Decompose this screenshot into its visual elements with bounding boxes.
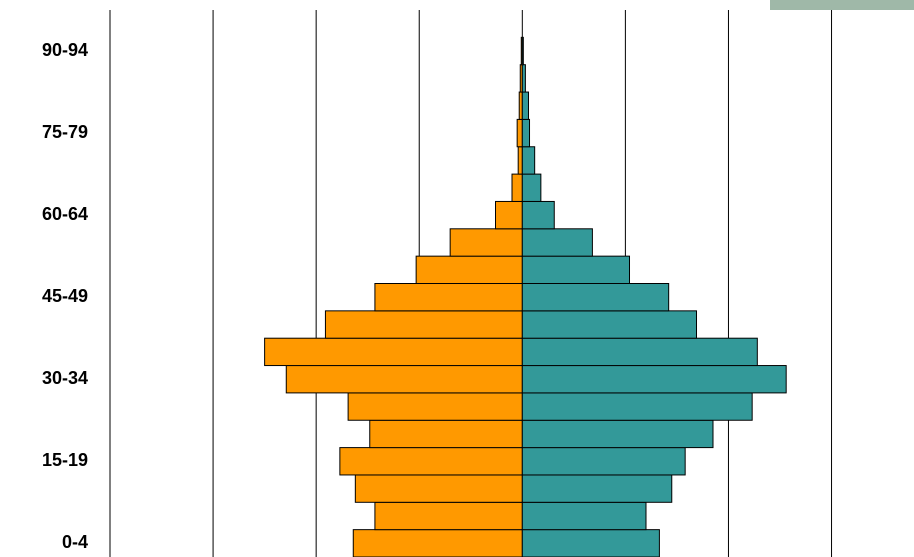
bar — [521, 64, 526, 93]
bar — [521, 392, 753, 421]
bar — [521, 200, 555, 230]
background-image-fragment — [770, 0, 914, 10]
bar — [521, 228, 593, 257]
bar — [521, 447, 686, 476]
bar — [374, 283, 523, 312]
bar — [516, 118, 523, 148]
y-tick-label: 90-94 — [42, 40, 88, 60]
bar — [415, 255, 523, 284]
bar — [521, 337, 758, 367]
bar — [521, 501, 647, 531]
y-tick-label: 75-79 — [42, 122, 88, 142]
bar — [521, 529, 660, 557]
bar — [339, 447, 523, 476]
bar — [352, 529, 523, 557]
y-tick-label: 30-34 — [42, 368, 88, 388]
bar — [517, 146, 523, 175]
bar — [521, 173, 542, 202]
bar — [521, 365, 787, 394]
y-tick-label: 15-19 — [42, 450, 88, 470]
bar — [369, 419, 523, 449]
bar — [521, 283, 670, 312]
bar — [354, 474, 523, 503]
bar — [521, 255, 631, 284]
bar — [449, 228, 523, 257]
bar — [374, 501, 523, 531]
bar — [521, 474, 673, 503]
bar — [521, 36, 524, 66]
bar — [495, 200, 523, 230]
bar — [521, 118, 531, 148]
y-tick-label: 0-4 — [62, 532, 88, 552]
bar — [324, 310, 523, 339]
bar — [521, 310, 698, 339]
bar — [521, 419, 714, 449]
bar — [511, 173, 523, 202]
bar — [347, 392, 523, 421]
bar — [521, 146, 536, 175]
y-tick-label: 45-49 — [42, 286, 88, 306]
bar — [264, 337, 523, 367]
y-tick-label: 60-64 — [42, 204, 88, 224]
bar — [285, 365, 523, 394]
bar — [521, 91, 529, 120]
